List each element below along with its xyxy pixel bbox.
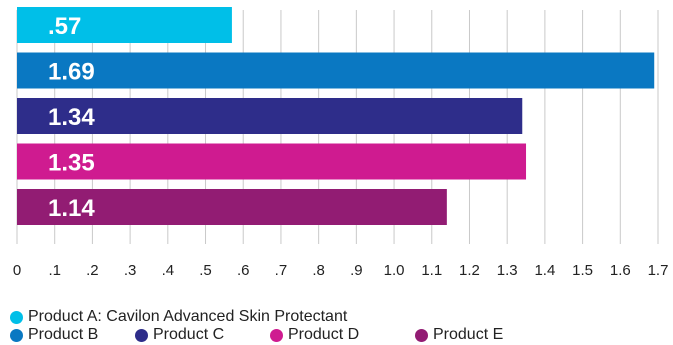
x-tick-label: 1.3 [497, 262, 518, 279]
bar-value-label: 1.34 [48, 104, 95, 131]
bar-value-label: .57 [48, 13, 81, 40]
x-tick-label: .2 [86, 262, 99, 279]
bar-value-label: 1.14 [48, 195, 95, 222]
legend-marker-product-d [270, 328, 283, 342]
legend-row-1: Product A: Cavilon Advanced Skin Protect… [10, 308, 670, 326]
legend-item-product-c: Product C [135, 326, 270, 344]
legend-marker-product-b [10, 328, 23, 342]
x-tick-label: 0 [13, 262, 21, 279]
x-tick-label: .3 [124, 262, 137, 279]
legend-label-product-d: Product D [288, 326, 360, 343]
legend-item-product-e: Product E [415, 326, 503, 344]
legend-label-product-c: Product C [153, 326, 225, 343]
legend-marker-product-a [10, 310, 23, 324]
legend-label-product-b: Product B [28, 326, 99, 343]
legend-label-product-e: Product E [433, 326, 504, 343]
x-tick-label: 1.5 [572, 262, 593, 279]
bar-1 [17, 52, 655, 89]
x-tick-label: 1.2 [459, 262, 480, 279]
x-tick-label: .8 [312, 262, 325, 279]
bar-4 [17, 189, 447, 225]
legend-label-product-a: Product A: Cavilon Advanced Skin Protect… [28, 308, 348, 325]
legend: Product A: Cavilon Advanced Skin Protect… [10, 308, 670, 344]
x-tick-label: .1 [48, 262, 61, 279]
x-tick-label: 1.6 [610, 262, 631, 279]
legend-marker-product-c [135, 328, 148, 342]
x-tick-label: 1.1 [421, 262, 442, 279]
legend-row-2: Product B Product C Product D Product E [10, 326, 670, 344]
bar-0 [17, 7, 232, 43]
x-tick-label: .6 [237, 262, 250, 279]
bar-3 [17, 143, 527, 180]
bar-value-label: 1.69 [48, 59, 95, 86]
x-tick-label: .5 [199, 262, 212, 279]
x-tick-label: 1.0 [384, 262, 405, 279]
x-tick-label: .9 [350, 262, 363, 279]
bar-2 [17, 98, 523, 134]
x-tick-label: 1.4 [534, 262, 555, 279]
legend-marker-product-e [415, 328, 428, 342]
legend-item-product-a: Product A: Cavilon Advanced Skin Protect… [10, 308, 347, 326]
legend-item-product-b: Product B [10, 326, 135, 344]
bar-value-label: 1.35 [48, 150, 95, 177]
x-tick-label: .4 [162, 262, 175, 279]
x-tick-label: 1.7 [648, 262, 669, 279]
bar-chart: 0 .1 .2 .3 .4 .5 .6 .7 .8 .9 1.0 1.1 1.2 1.3 1.4 1.5 1.6… [13, 7, 669, 279]
x-tick-label: .7 [275, 262, 288, 279]
legend-item-product-d: Product D [270, 326, 415, 344]
